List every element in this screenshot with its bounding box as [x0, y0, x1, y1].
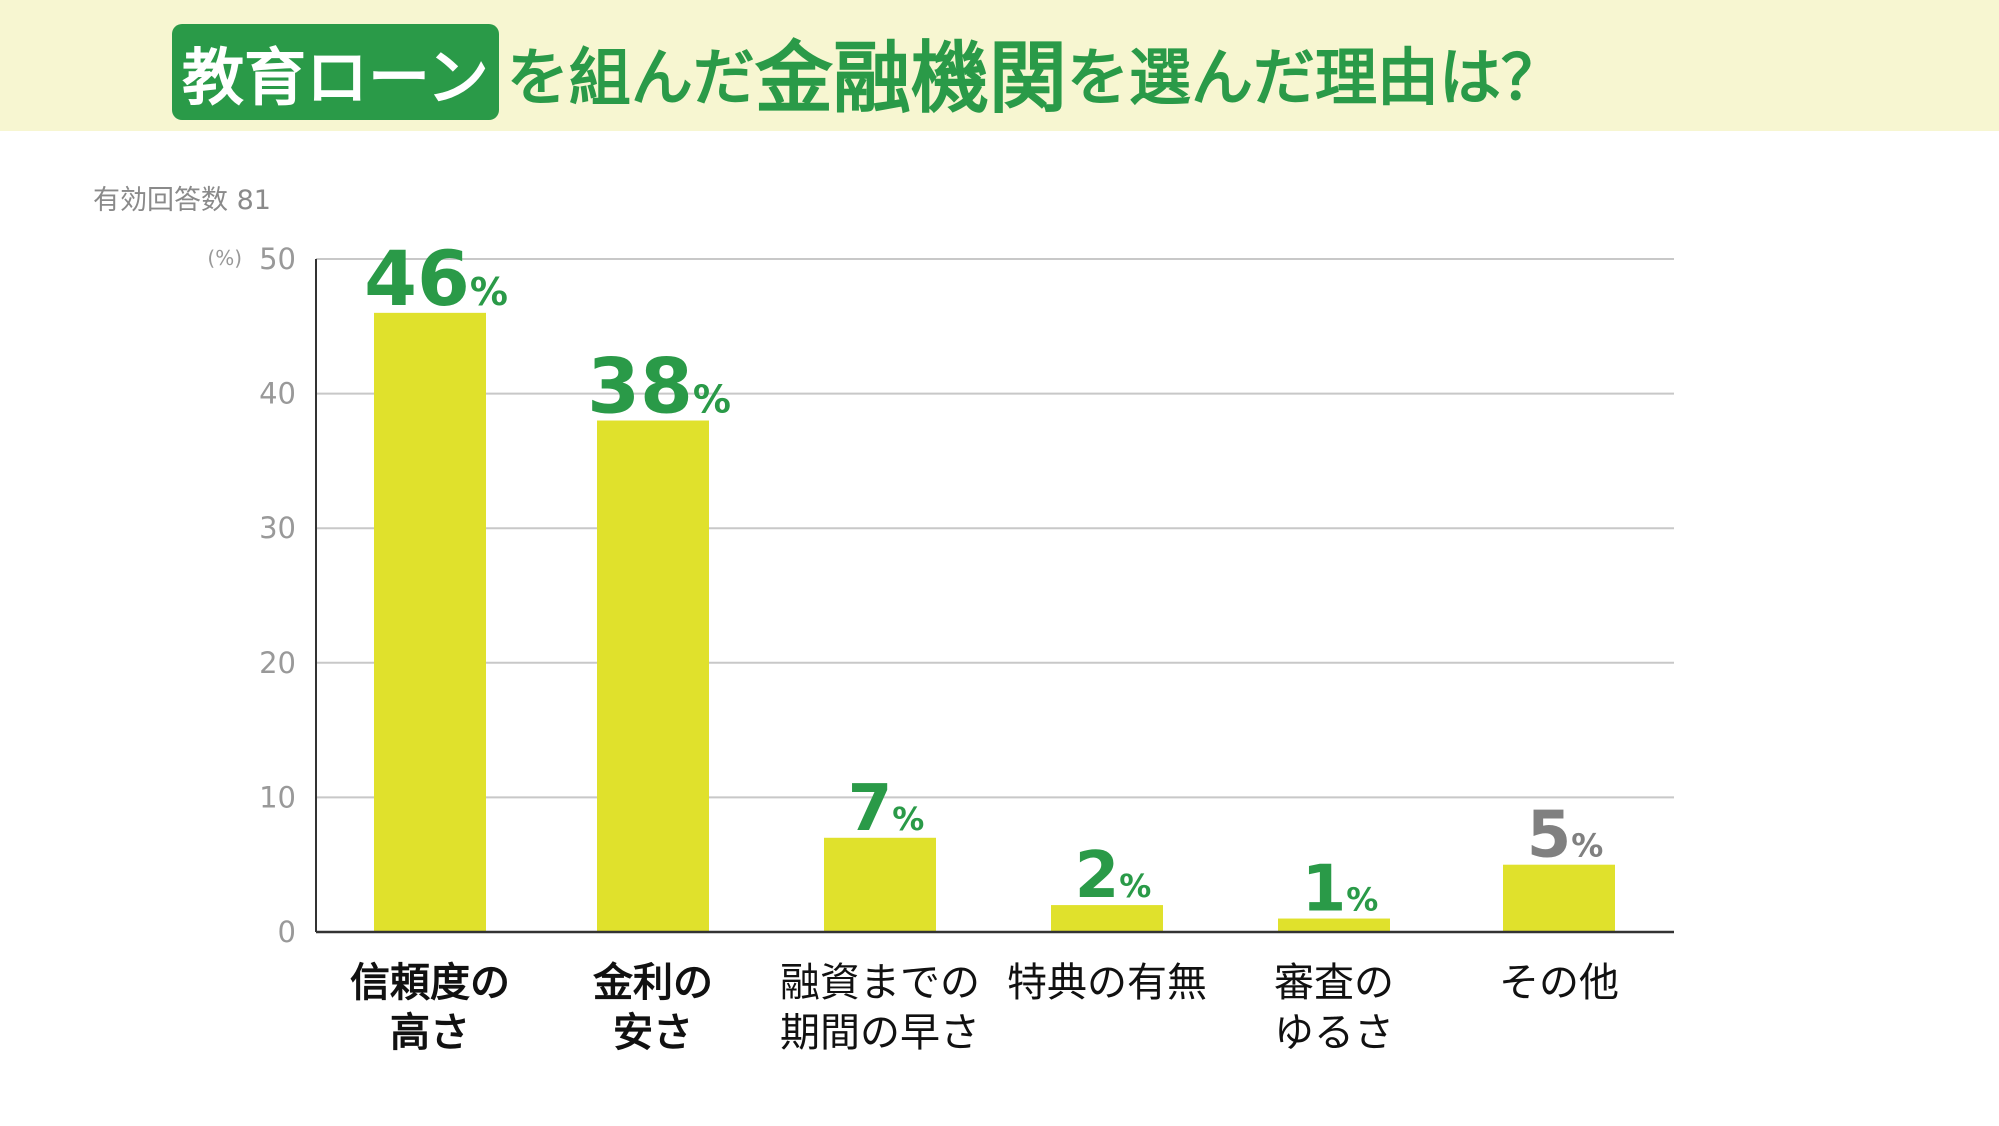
x-tick-label: その他 — [1439, 958, 1679, 1008]
bar — [1051, 905, 1163, 932]
y-tick-label: 20 — [259, 646, 296, 680]
x-tick-label-line: 特典の有無 — [1007, 960, 1207, 1006]
bar — [1503, 864, 1615, 932]
x-tick-label: 信頼度の 高さ — [310, 958, 550, 1058]
x-tick-label-line: 安さ — [613, 1010, 693, 1056]
y-tick-label: 10 — [259, 780, 296, 814]
y-axis-unit: (%) — [207, 246, 242, 270]
data-label-unit: % — [892, 800, 924, 838]
x-tick-label: 特典の有無 — [987, 958, 1227, 1008]
title-part2: を選んだ理由は？ — [1066, 41, 1563, 114]
title-badge: 教育ローン — [172, 24, 499, 120]
x-tick-label: 金利の 安さ — [533, 958, 773, 1058]
data-label-unit: % — [470, 270, 508, 314]
x-tick-label-line: 高さ — [390, 1010, 470, 1056]
data-label-value: 7 — [848, 772, 893, 846]
x-tick-label-line: 審査の — [1274, 960, 1394, 1006]
title-emphasis: 金融機関 — [754, 34, 1067, 124]
y-tick-label: 50 — [259, 242, 296, 276]
x-tick-label-line: 期間の早さ — [780, 1010, 980, 1056]
data-label-value: 46 — [364, 234, 470, 323]
data-label: 1% — [1302, 853, 1379, 927]
bar — [597, 420, 709, 932]
x-tick-label-line: 融資までの — [780, 960, 980, 1006]
title-part1: を組んだ — [506, 41, 755, 114]
x-tick-label-line: 金利の — [593, 960, 713, 1006]
bar — [1278, 918, 1390, 932]
x-tick-label-line: その他 — [1499, 960, 1619, 1006]
page-title: 教育ローン を組んだ 金融機関 を選んだ理由は？ — [172, 22, 1563, 124]
bar — [824, 837, 936, 932]
data-label-value: 2 — [1075, 839, 1120, 913]
x-tick-label: 審査の ゆるさ — [1214, 958, 1454, 1058]
data-label: 38% — [587, 342, 731, 431]
data-label-unit: % — [1571, 827, 1603, 865]
response-count: 有効回答数 81 — [93, 185, 271, 216]
data-label-value: 1 — [1302, 853, 1347, 927]
y-tick-label: 30 — [259, 511, 296, 545]
data-label: 7% — [848, 772, 925, 846]
x-tick-label: 融資までの 期間の早さ — [760, 958, 1000, 1058]
data-label-value: 38 — [587, 342, 693, 431]
x-tick-label-line: ゆるさ — [1274, 1010, 1394, 1056]
data-label-unit: % — [1346, 881, 1378, 919]
y-tick-label: 40 — [259, 377, 296, 411]
bar — [374, 312, 486, 933]
data-label: 46% — [364, 234, 508, 323]
data-label: 2% — [1075, 839, 1152, 913]
y-tick-label: 0 — [278, 915, 296, 949]
data-label-unit: % — [1119, 867, 1151, 905]
data-label: 5% — [1527, 799, 1604, 873]
data-label-unit: % — [693, 378, 731, 422]
x-tick-label-line: 信頼度の — [350, 960, 510, 1006]
data-label-value: 5 — [1527, 799, 1572, 873]
